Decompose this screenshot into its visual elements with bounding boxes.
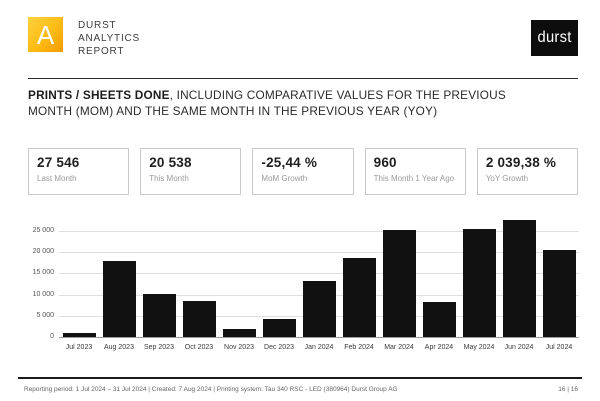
x-tick-label: Aug 2023 <box>104 344 134 351</box>
y-tick-label: 15 000 <box>32 269 54 277</box>
bar <box>62 332 96 337</box>
kpi-value: 27 546 <box>37 155 80 170</box>
page-title: PRINTS / SHEETS DONE, INCLUDING COMPARAT… <box>28 88 533 119</box>
bar <box>102 260 136 337</box>
x-tick-label: Dec 2023 <box>264 344 294 351</box>
logo-letter: A <box>36 19 55 50</box>
bar-slot <box>299 214 339 337</box>
kpi-value: 20 538 <box>149 155 192 170</box>
wordmark-line: DURST <box>78 20 117 31</box>
x-tick-label: Nov 2023 <box>224 344 254 351</box>
kpi-label: Last Month <box>37 174 77 183</box>
wordmark-line: ANALYTICS <box>78 33 141 44</box>
x-tick-label: Feb 2024 <box>344 344 374 351</box>
bar <box>502 220 536 337</box>
kpi-value: 960 <box>373 155 397 170</box>
y-tick-label: 10 000 <box>32 290 54 298</box>
analytics-logo-icon: A <box>28 17 63 52</box>
chart-x-axis: Jul 2023 Aug 2023 Sep 2023 Oct 2023 Nov 2023… <box>59 344 579 351</box>
page-title-bold: PRINTS / SHEETS DONE <box>28 88 170 102</box>
footer-divider <box>18 377 582 379</box>
x-tick-label: Jul 2023 <box>65 344 93 351</box>
bar-slot <box>219 214 259 337</box>
header-divider <box>28 78 578 79</box>
chart-bars <box>59 214 579 337</box>
bar-slot <box>499 214 539 337</box>
kpi-value: -25,44 % <box>261 155 318 170</box>
durst-brand-logo: durst <box>531 20 578 56</box>
kpi-label: This Month 1 Year Ago <box>373 174 455 183</box>
bar <box>342 258 376 337</box>
bar <box>542 249 576 337</box>
x-tick-label: Apr 2024 <box>424 344 454 351</box>
page-number: 16 | 16 <box>558 386 578 393</box>
kpi-label: This Month <box>149 174 189 183</box>
durst-brand-text: durst <box>537 29 572 46</box>
page-title-rest: , INCLUDING COMPARATIVE VALUES FOR THE P… <box>28 88 506 118</box>
bar <box>302 280 336 337</box>
y-tick-label: 20 000 <box>32 248 54 256</box>
gridline <box>59 273 579 275</box>
bar-slot <box>539 214 579 337</box>
wordmark-line: REPORT <box>78 46 125 57</box>
bar <box>382 230 416 337</box>
app-wordmark: DURST ANALYTICS REPORT <box>78 19 140 58</box>
x-tick-label: Jan 2024 <box>304 344 334 351</box>
x-tick-label: Jul 2024 <box>545 344 573 351</box>
kpi-card-mom-growth: -25,44 % MoM Growth <box>252 148 354 195</box>
bar <box>222 329 256 337</box>
bar <box>142 293 176 337</box>
kpi-label: MoM Growth <box>261 174 308 183</box>
bar-slot <box>339 214 379 337</box>
bar <box>462 229 496 337</box>
bar-slot <box>59 214 99 337</box>
y-tick-label: 0 <box>50 333 54 340</box>
bar-slot <box>179 214 219 337</box>
footer-info: Reporting period: 1 Jul 2024 – 31 Jul 20… <box>24 386 398 393</box>
kpi-card-this-month: 20 538 This Month <box>140 148 242 195</box>
x-tick-label: Jun 2024 <box>504 344 534 351</box>
bar-slot <box>99 214 139 337</box>
x-tick-label: Sep 2023 <box>144 344 174 351</box>
bar-slot <box>419 214 459 337</box>
bar-slot <box>139 214 179 337</box>
kpi-value: 2 039,38 % <box>485 155 557 170</box>
y-tick-label: 5 000 <box>36 311 54 319</box>
gridline <box>59 230 579 232</box>
bar <box>262 319 296 337</box>
y-tick-label: 25 000 <box>32 226 54 234</box>
chart-y-axis: 0 5 000 10 000 15 000 20 000 25 000 <box>4 215 54 340</box>
gridline <box>59 252 579 254</box>
chart-baseline <box>59 337 579 338</box>
x-tick-label: May 2024 <box>463 344 495 351</box>
kpi-card-last-month: 27 546 Last Month <box>28 148 130 195</box>
x-tick-label: Oct 2023 <box>184 344 214 351</box>
bar <box>182 300 216 337</box>
bar <box>422 301 456 337</box>
kpi-label: YoY Growth <box>485 174 529 183</box>
kpi-card-year-ago: 960 This Month 1 Year Ago <box>364 148 466 195</box>
bar-slot <box>459 214 499 337</box>
kpi-card-yoy-growth: 2 039,38 % YoY Growth <box>476 148 579 195</box>
kpi-cards-row: 27 546 Last Month 20 538 This Month -25,… <box>28 148 579 195</box>
bar-slot <box>259 214 299 337</box>
x-tick-label: Mar 2024 <box>384 344 414 351</box>
bar-chart-plot-area <box>59 215 579 338</box>
bar-slot <box>379 214 419 337</box>
